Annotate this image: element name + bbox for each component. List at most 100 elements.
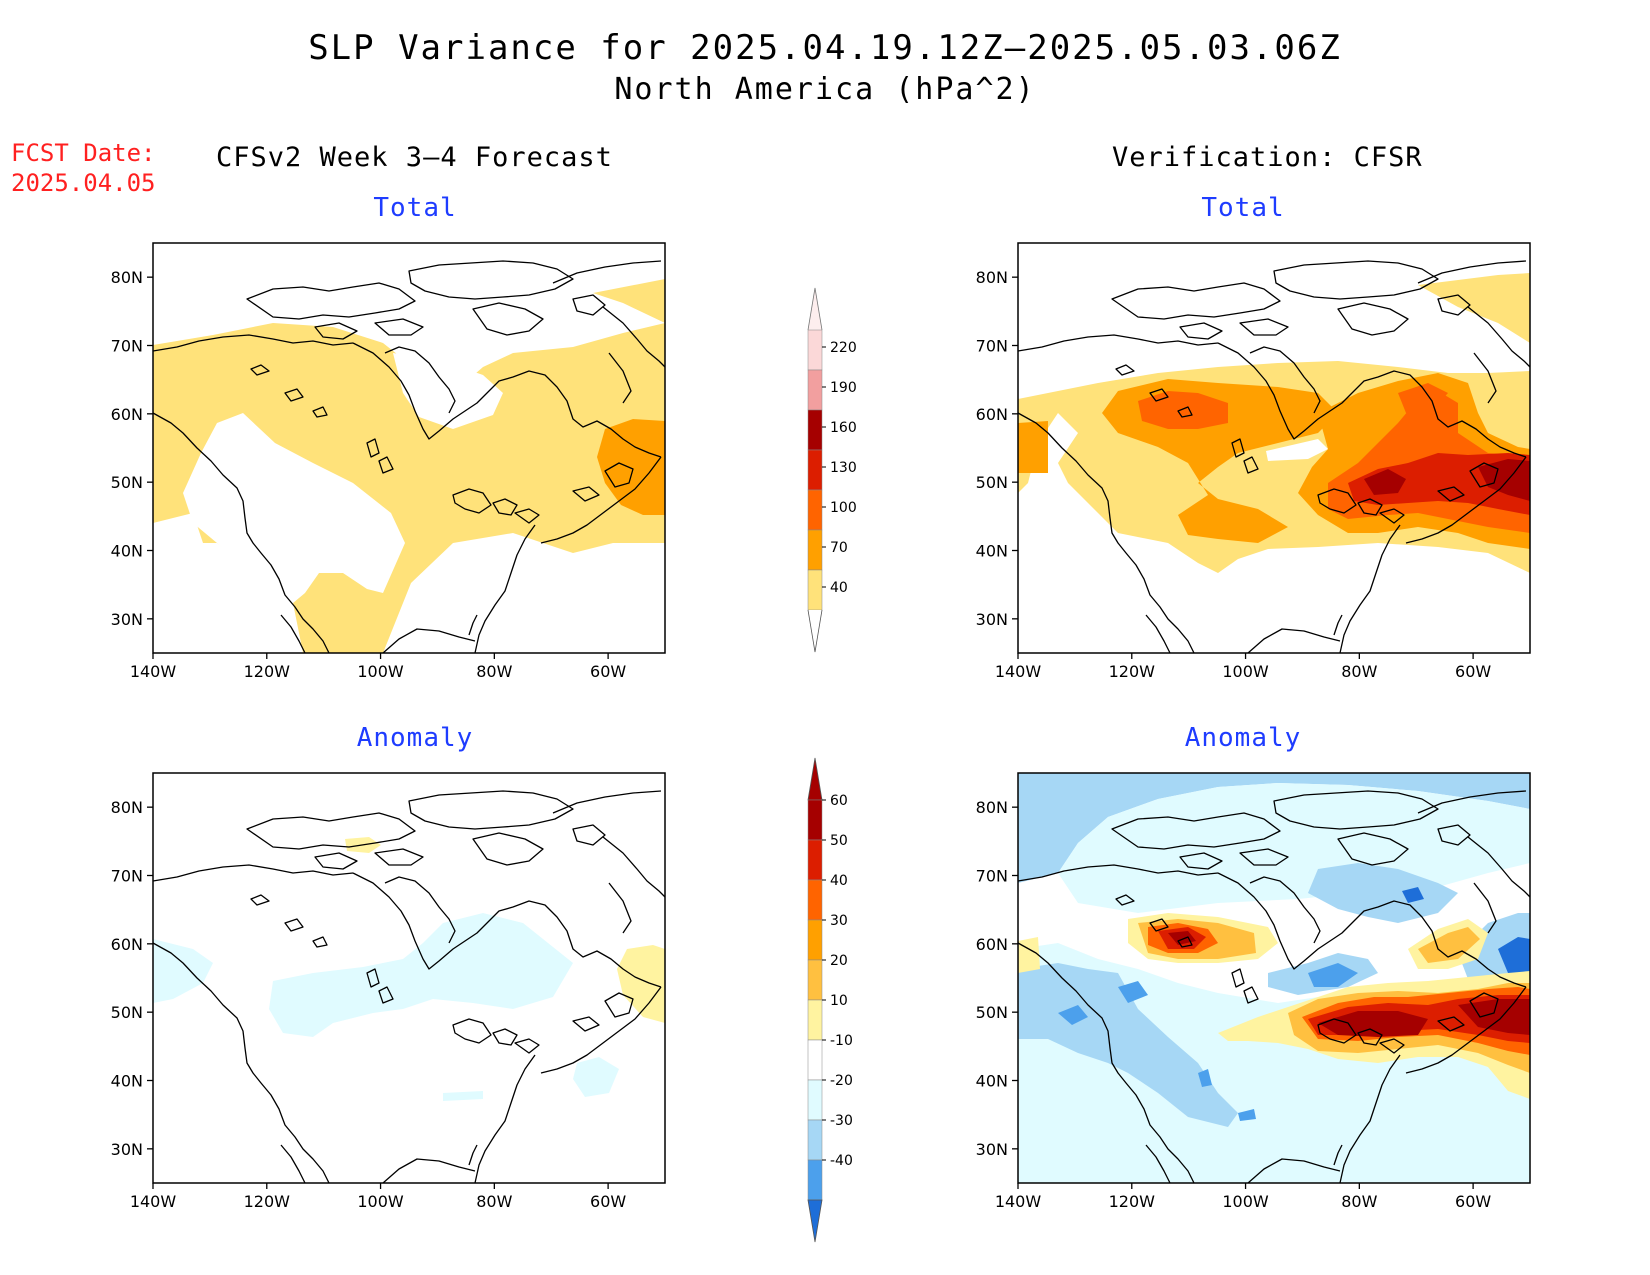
anomaly-colorbar: 60 50 40 30 20 10 -10 -20 -30 -40 — [807, 757, 853, 1243]
colorbar-label: 160 — [830, 420, 857, 436]
colorbar-label: -10 — [830, 1033, 853, 1049]
lon-tick-label: 80W — [476, 1192, 512, 1211]
lat-tick-label: 40N — [111, 542, 143, 561]
colorbar-swatch — [807, 329, 823, 371]
colorbar-swatch — [807, 999, 823, 1041]
lon-tick-label: 100W — [1222, 1192, 1269, 1211]
colorbar-swatch — [807, 409, 823, 451]
colorbar-label: 30 — [830, 913, 848, 929]
lon-tick-label: 60W — [590, 662, 626, 681]
colorbar-top-arrow — [807, 287, 823, 331]
lat-tick-label: 70N — [976, 867, 1008, 886]
colorbar-label: 10 — [830, 993, 848, 1009]
lat-tick-label: 40N — [976, 1072, 1008, 1091]
verification-total-shading — [1018, 273, 1530, 573]
fcst-label: FCST Date: — [11, 139, 156, 167]
colorbar-swatch — [807, 369, 823, 411]
lat-tick-label: 80N — [976, 798, 1008, 817]
lat-tick-label: 30N — [976, 1140, 1008, 1159]
colorbar-swatch — [807, 449, 823, 491]
lon-tick-label: 100W — [357, 1192, 404, 1211]
verification-total-title: Total — [1201, 193, 1285, 223]
colorbar-label: 190 — [830, 380, 857, 396]
colorbar-swatch — [807, 1159, 823, 1201]
fcst-date-block: FCST Date: 2025.04.05 — [11, 138, 156, 198]
colorbar-swatch — [807, 1079, 823, 1121]
lat-tick-label: 50N — [976, 473, 1008, 492]
lat-tick-label: 60N — [111, 935, 143, 954]
forecast-column-heading: CFSv2 Week 3–4 Forecast — [216, 142, 613, 173]
lon-tick-label: 60W — [1455, 1192, 1491, 1211]
map-frame — [1017, 772, 1531, 1184]
verification-anomaly-shading — [1018, 773, 1530, 1183]
colorbar-label: 40 — [830, 873, 848, 889]
verification-anomaly-panel — [1017, 772, 1531, 1184]
main-title: SLP Variance for 2025.04.19.12Z–2025.05.… — [308, 28, 1342, 68]
lat-tick-label: 40N — [111, 1072, 143, 1091]
colorbar-label: -20 — [830, 1073, 853, 1089]
verification-anomaly-title: Anomaly — [1184, 723, 1302, 753]
lon-tick-label: 80W — [1341, 662, 1377, 681]
colorbar-label: 130 — [830, 460, 857, 476]
lat-tick-label: 80N — [111, 798, 143, 817]
lon-tick-label: 80W — [1341, 1192, 1377, 1211]
verification-column-heading: Verification: CFSR — [1112, 142, 1423, 173]
lon-tick-label: 140W — [130, 662, 177, 681]
colorbar-swatch — [807, 1119, 823, 1161]
map-frame — [1017, 242, 1531, 654]
lat-tick-label: 60N — [111, 405, 143, 424]
lon-tick-label: 80W — [476, 662, 512, 681]
lat-tick-label: 80N — [111, 268, 143, 287]
colorbar-label: 220 — [830, 340, 857, 356]
lon-tick-label: 140W — [995, 1192, 1042, 1211]
lat-tick-label: 70N — [111, 867, 143, 886]
lon-tick-label: 140W — [130, 1192, 177, 1211]
colorbar-swatch — [807, 799, 823, 841]
colorbar-swatch — [807, 959, 823, 1001]
colorbar-label: 50 — [830, 833, 848, 849]
lat-tick-label: 40N — [976, 542, 1008, 561]
lat-tick-label: 60N — [976, 405, 1008, 424]
colorbar-label: 70 — [830, 540, 848, 556]
lat-tick-label: 70N — [111, 337, 143, 356]
colorbar-swatch — [807, 489, 823, 531]
colorbar-top-arrow — [807, 757, 823, 801]
lat-tick-label: 80N — [976, 268, 1008, 287]
forecast-total-title: Total — [373, 193, 457, 223]
colorbar-swatch — [807, 919, 823, 961]
fcst-date: 2025.04.05 — [11, 169, 156, 197]
forecast-anomaly-panel — [152, 772, 666, 1184]
lat-tick-label: 30N — [111, 1140, 143, 1159]
verification-total-panel — [1017, 242, 1531, 654]
subtitle: North America (hPa^2) — [614, 72, 1036, 107]
colorbar-swatch — [807, 569, 823, 611]
colorbar-swatch — [807, 839, 823, 881]
total-colorbar: 220 190 160 130 100 70 40 — [807, 287, 857, 653]
lon-tick-label: 100W — [357, 662, 404, 681]
colorbar-label: -40 — [830, 1153, 853, 1169]
lon-tick-label: 120W — [1109, 1192, 1156, 1211]
lon-tick-label: 60W — [1455, 662, 1491, 681]
colorbar-bottom-arrow — [807, 609, 823, 653]
colorbar-label: -30 — [830, 1113, 853, 1129]
lon-tick-label: 100W — [1222, 662, 1269, 681]
lon-tick-label: 120W — [244, 1192, 291, 1211]
lat-tick-label: 50N — [111, 473, 143, 492]
lat-tick-label: 60N — [976, 935, 1008, 954]
forecast-anomaly-shading — [153, 837, 665, 1101]
lat-tick-label: 30N — [976, 610, 1008, 629]
colorbar-label: 60 — [830, 793, 848, 809]
lat-tick-label: 50N — [976, 1003, 1008, 1022]
colorbar-label: 100 — [830, 500, 857, 516]
map-axes: 80N 70N 60N 50N 40N 30N 140W 120W 100W 80W 60W 80N 7… — [111, 268, 1492, 1211]
map-frame — [152, 242, 666, 654]
colorbar-bottom-arrow — [807, 1199, 823, 1243]
lon-tick-label: 120W — [244, 662, 291, 681]
lat-tick-label: 70N — [976, 337, 1008, 356]
colorbar-label: 40 — [830, 580, 848, 596]
lat-tick-label: 30N — [111, 610, 143, 629]
forecast-total-shading — [153, 279, 665, 653]
map-frame — [152, 772, 666, 1184]
colorbar-swatch — [807, 1039, 823, 1081]
